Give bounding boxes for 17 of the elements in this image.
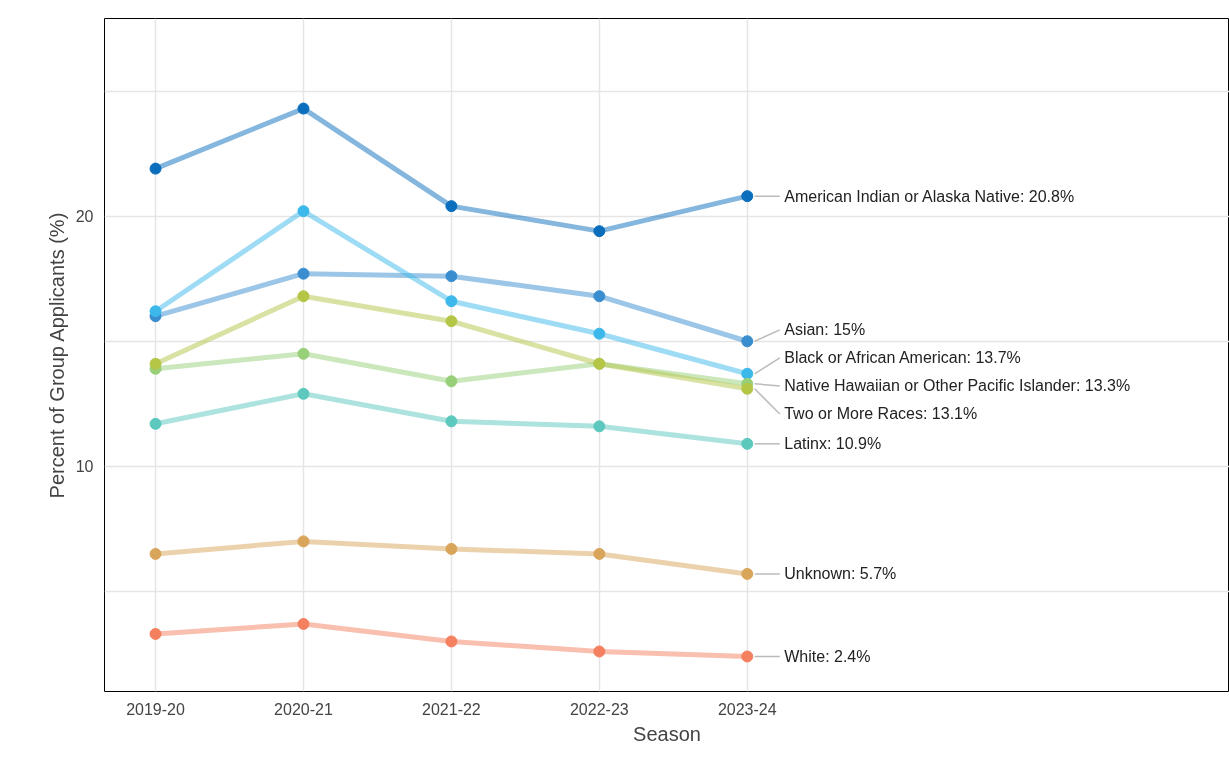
annotation: Latinx: 10.9% — [784, 435, 882, 453]
annotation: White: 2.4% — [784, 647, 871, 665]
x-tick-label: 2023-24 — [717, 700, 777, 718]
annotation: Black or African American: 13.7% — [784, 349, 1021, 367]
x-tick-label: 2020-21 — [274, 700, 333, 718]
x-tick-label: 2019-20 — [126, 700, 185, 718]
annotation: Native Hawaiian or Other Pacific Islander: 13.3% — [784, 377, 1131, 395]
annotation: Two or More Races: 13.1% — [784, 405, 978, 423]
x-tick-label: 2022-23 — [569, 700, 629, 718]
y-tick-label: 20 — [75, 208, 94, 226]
y-axis-title: Percent of Group Applicants (%) — [45, 212, 68, 499]
x-axis-title: Season — [633, 722, 701, 745]
annotation: Asian: 15% — [784, 321, 866, 339]
annotation: American Indian or Alaska Native: 20.8% — [784, 187, 1075, 205]
x-tick-label: 2021-22 — [422, 700, 481, 718]
y-tick-label: 10 — [75, 458, 94, 476]
annotation: Unknown: 5.7% — [784, 565, 897, 583]
